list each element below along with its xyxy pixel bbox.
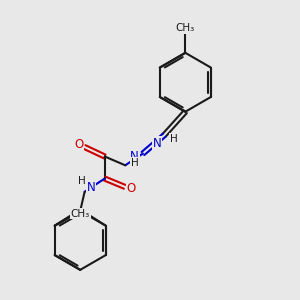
Text: CH₃: CH₃ [176, 23, 195, 33]
Text: N: N [152, 137, 161, 150]
Text: H: H [131, 158, 139, 168]
Text: O: O [127, 182, 136, 195]
Text: N: N [130, 150, 139, 163]
Text: H: H [170, 134, 177, 144]
Text: O: O [74, 138, 83, 151]
Text: N: N [87, 181, 95, 194]
Text: CH₃: CH₃ [70, 209, 89, 219]
Text: H: H [78, 176, 86, 186]
Text: CH₃: CH₃ [71, 209, 90, 219]
